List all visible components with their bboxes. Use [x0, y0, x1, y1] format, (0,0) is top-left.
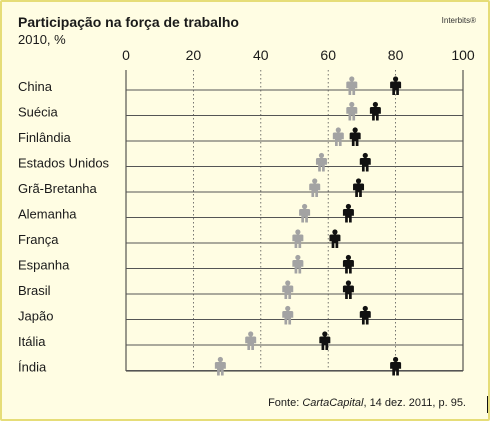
x-tick-label: 100 — [451, 47, 475, 63]
person-icon — [353, 178, 365, 197]
person-icon — [390, 356, 402, 376]
person-icon — [299, 203, 311, 223]
country-label: Japão — [18, 309, 53, 324]
person-icon — [390, 76, 402, 95]
person-icon — [342, 203, 354, 223]
chart-title: Participação na força de trabalho — [18, 14, 239, 30]
chart-subtitle: 2010, % — [18, 32, 66, 47]
person-icon — [214, 356, 226, 376]
person-icon — [359, 305, 371, 325]
x-tick-label: 60 — [320, 47, 336, 63]
side-mark — [487, 396, 488, 413]
person-icon — [329, 229, 341, 248]
person-icon — [319, 331, 331, 350]
source-suffix: , 14 dez. 2011, p. 95. — [363, 397, 466, 409]
person-icon — [309, 178, 321, 197]
person-icon — [292, 229, 304, 248]
credit-label: Interbits® — [441, 16, 476, 25]
person-icon — [349, 127, 361, 146]
person-icon — [359, 152, 371, 172]
person-icon — [369, 101, 381, 121]
x-tick-label: 20 — [186, 47, 202, 63]
country-label: Grã-Bretanha — [18, 181, 98, 196]
country-label: Finlândia — [18, 130, 72, 145]
country-label: Brasil — [18, 283, 51, 298]
country-label: Estados Unidos — [18, 156, 110, 171]
person-icon — [282, 280, 294, 299]
person-icon — [342, 254, 354, 274]
country-label: Suécia — [18, 105, 59, 120]
x-tick-label: 0 — [122, 47, 130, 63]
person-icon — [315, 152, 327, 172]
source-prefix: Fonte: — [268, 397, 303, 409]
country-label: China — [18, 79, 53, 94]
x-tick-label: 80 — [388, 47, 404, 63]
person-icon — [342, 280, 354, 299]
person-icon — [332, 127, 344, 146]
country-label: Índia — [18, 360, 47, 375]
x-tick-label: 40 — [253, 47, 269, 63]
source-publication: CartaCapital — [302, 397, 364, 409]
person-icon — [282, 305, 294, 325]
person-icon — [245, 331, 257, 350]
country-label: Alemanha — [18, 207, 77, 222]
person-icon — [346, 76, 358, 95]
source-note: Fonte: CartaCapital, 14 dez. 2011, p. 95… — [268, 397, 466, 409]
person-icon — [292, 254, 304, 274]
person-icon — [346, 101, 358, 121]
country-label: França — [18, 232, 59, 247]
country-label: Espanha — [18, 258, 70, 273]
country-label: Itália — [18, 334, 46, 349]
